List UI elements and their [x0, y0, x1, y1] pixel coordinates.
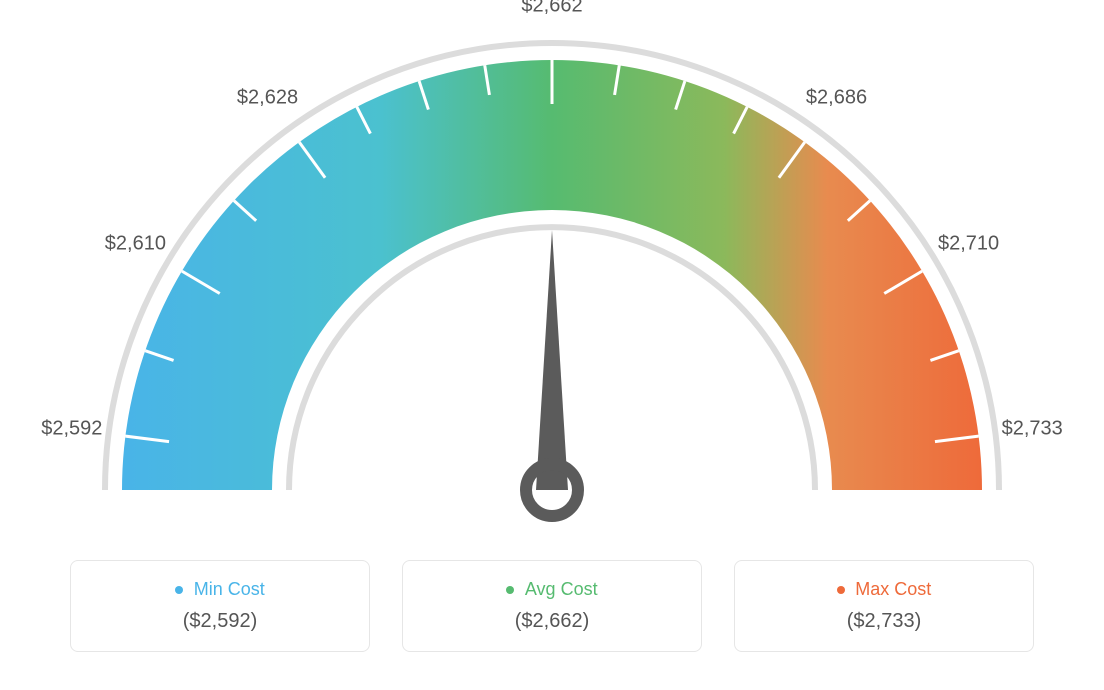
- gauge-tick-label: $2,610: [105, 232, 166, 255]
- gauge-tick-label: $2,710: [938, 232, 999, 255]
- gauge-chart: $2,592$2,610$2,628$2,662$2,686$2,710$2,7…: [20, 20, 1084, 540]
- gauge-tick-label: $2,628: [237, 87, 298, 110]
- gauge-tick-label: $2,733: [1002, 418, 1063, 441]
- legend-value: ($2,662): [403, 610, 701, 633]
- legend-card-avg: Avg Cost ($2,662): [402, 560, 702, 652]
- legend-value: ($2,592): [71, 610, 369, 633]
- gauge-tick-label: $2,592: [41, 418, 102, 441]
- dot-icon: [175, 586, 183, 594]
- legend-card-min: Min Cost ($2,592): [70, 560, 370, 652]
- gauge-svg: [20, 20, 1084, 540]
- legend: Min Cost ($2,592) Avg Cost ($2,662) Max …: [20, 560, 1084, 652]
- dot-icon: [506, 586, 514, 594]
- gauge-tick-label: $2,662: [521, 0, 582, 18]
- dot-icon: [837, 586, 845, 594]
- legend-card-max: Max Cost ($2,733): [734, 560, 1034, 652]
- gauge-tick-label: $2,686: [806, 87, 867, 110]
- legend-value: ($2,733): [735, 610, 1033, 633]
- legend-title: Max Cost: [855, 579, 931, 599]
- legend-title: Avg Cost: [525, 579, 598, 599]
- legend-title: Min Cost: [194, 579, 265, 599]
